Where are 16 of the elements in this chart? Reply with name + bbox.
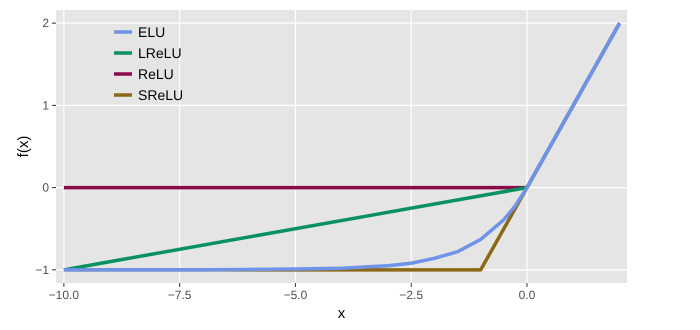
y-tick-label: 2 xyxy=(42,16,50,30)
y-tick-label: −1 xyxy=(35,262,50,277)
y-tick-label: 1 xyxy=(42,98,50,112)
legend-label: ELU xyxy=(138,24,166,40)
legend-label: LReLU xyxy=(138,45,182,61)
x-tick-label: 0.0 xyxy=(518,288,536,302)
x-axis-title: x xyxy=(338,305,346,322)
x-tick-label: −7.5 xyxy=(168,288,192,302)
y-axis-title: f(x) xyxy=(15,136,32,158)
x-tick-label: −2.5 xyxy=(399,288,424,302)
legend-label: ReLU xyxy=(138,66,174,82)
x-tick-label: −5.0 xyxy=(284,288,308,302)
line-series xyxy=(62,21,622,272)
y-tick-label: 0 xyxy=(42,180,50,195)
x-tick-label: −10.0 xyxy=(48,288,80,302)
legend-label: SReLU xyxy=(138,87,184,103)
